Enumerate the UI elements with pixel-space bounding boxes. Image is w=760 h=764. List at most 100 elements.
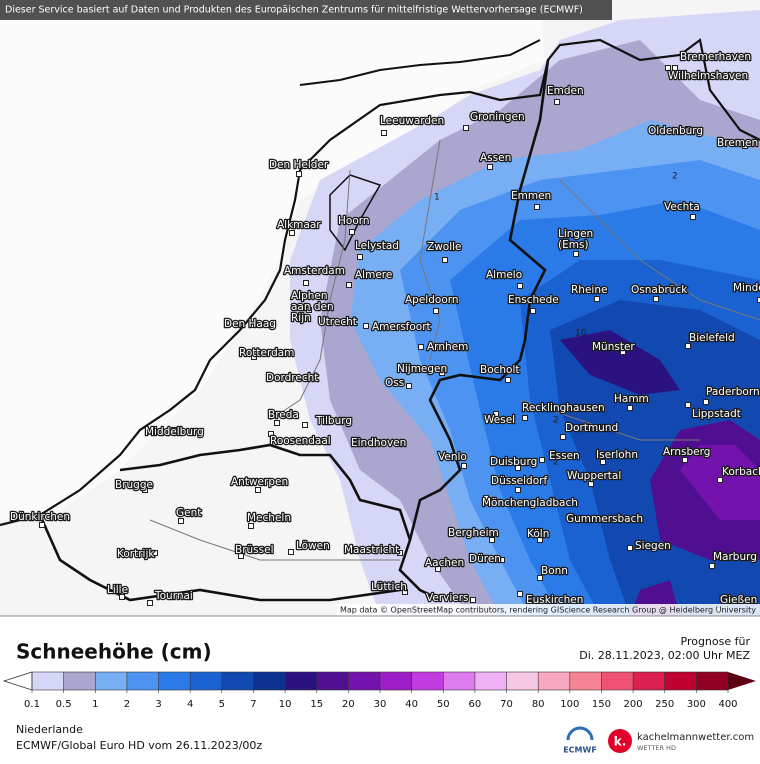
city-label: Lelystad bbox=[355, 240, 399, 252]
city-marker bbox=[540, 458, 545, 463]
legend-swatch bbox=[222, 672, 254, 690]
city-label: Bergheim bbox=[448, 527, 499, 539]
legend-title: Schneehöhe (cm) bbox=[16, 640, 212, 664]
city-label: Dortmund bbox=[565, 422, 618, 434]
city-label: Brugge bbox=[115, 479, 153, 491]
city-marker bbox=[297, 172, 302, 177]
city-label: Dordrecht bbox=[266, 372, 318, 384]
city-label: Alkmaar bbox=[277, 219, 321, 231]
legend-swatch bbox=[64, 672, 96, 690]
city-label: Paderborn bbox=[706, 386, 760, 398]
city-marker bbox=[531, 309, 536, 314]
city-label: Löwen bbox=[296, 540, 330, 552]
city-marker bbox=[718, 478, 723, 483]
city-label: Amersfoort bbox=[372, 321, 431, 333]
city-marker bbox=[683, 458, 688, 463]
city-marker bbox=[407, 384, 412, 389]
legend-swatch bbox=[696, 672, 728, 690]
city-marker bbox=[303, 423, 308, 428]
city-marker bbox=[628, 546, 633, 551]
legend-tick-label: 80 bbox=[532, 699, 545, 710]
city-label: Dünkirchen bbox=[10, 511, 70, 523]
legend-tick-label: 0.1 bbox=[24, 699, 40, 710]
city-label: Gent bbox=[176, 507, 201, 519]
city-label: Oss bbox=[385, 377, 404, 389]
city-label: Leeuwarden bbox=[380, 115, 444, 127]
city-label: Utrecht bbox=[318, 316, 357, 328]
city-label: Roosendaal bbox=[270, 435, 331, 447]
model-run: ECMWF/Global Euro HD vom 26.11.2023/00z bbox=[16, 739, 262, 752]
legend-tick-label: 30 bbox=[374, 699, 387, 710]
legend-swatch bbox=[285, 672, 317, 690]
legend-tick-label: 7 bbox=[250, 699, 256, 710]
legend-swatch bbox=[601, 672, 633, 690]
city-label: Verviers bbox=[426, 592, 469, 604]
city-label: Iserlohn bbox=[596, 449, 638, 461]
city-marker bbox=[464, 126, 469, 131]
legend-swatch bbox=[475, 672, 507, 690]
city-label: Wuppertal bbox=[567, 470, 621, 482]
legend-tick-label: 20 bbox=[342, 699, 355, 710]
legend-swatch bbox=[190, 672, 222, 690]
city-label: Oldenburg bbox=[648, 125, 703, 137]
city-label: Enschede bbox=[508, 294, 559, 306]
city-marker bbox=[419, 345, 424, 350]
city-marker bbox=[358, 255, 363, 260]
city-label-line: Rijn bbox=[291, 312, 311, 324]
city-marker bbox=[304, 281, 309, 286]
city-label: Amsterdam bbox=[284, 265, 345, 277]
city-marker bbox=[443, 258, 448, 263]
city-label: Düren bbox=[469, 553, 501, 565]
city-marker bbox=[589, 482, 594, 487]
city-label: Bielefeld bbox=[689, 332, 735, 344]
city-label: Almelo bbox=[486, 269, 522, 281]
city-marker bbox=[535, 205, 540, 210]
ecmwf-text: ECMWF bbox=[563, 746, 597, 755]
city-label: Hoorn bbox=[338, 215, 370, 227]
city-marker bbox=[40, 523, 45, 528]
legend-tick-label: 300 bbox=[687, 699, 706, 710]
city-label: Münster bbox=[592, 341, 635, 353]
region: Niederlande bbox=[16, 723, 83, 736]
city-label: Hamm bbox=[614, 393, 649, 405]
city-marker bbox=[249, 524, 254, 529]
city-label: Den Haag bbox=[224, 318, 276, 330]
city-label: Middelburg bbox=[145, 426, 204, 438]
city-marker bbox=[471, 598, 476, 603]
city-marker bbox=[595, 297, 600, 302]
legend-below bbox=[4, 672, 32, 690]
city-marker bbox=[523, 416, 528, 421]
city-label: Bremen bbox=[717, 137, 758, 149]
city-label: Arnsberg bbox=[663, 446, 710, 458]
legend-tick-label: 4 bbox=[187, 699, 193, 710]
city-marker bbox=[704, 400, 709, 405]
city-label: Vechta bbox=[664, 201, 700, 213]
city-marker bbox=[518, 284, 523, 289]
city-marker bbox=[555, 100, 560, 105]
city-label: Gummersbach bbox=[566, 513, 643, 525]
city-marker bbox=[290, 231, 295, 236]
city-marker bbox=[364, 324, 369, 329]
legend-tick-label: 40 bbox=[405, 699, 418, 710]
legend-swatch bbox=[443, 672, 475, 690]
city-label: Emmen bbox=[511, 190, 551, 202]
city-label: Tournai bbox=[154, 590, 193, 602]
legend-swatch bbox=[95, 672, 127, 690]
city-label: Lille bbox=[107, 584, 128, 596]
legend-tick-label: 10 bbox=[279, 699, 292, 710]
legend-swatch bbox=[127, 672, 159, 690]
city-label: Brüssel bbox=[235, 544, 274, 556]
city-label-line: (Ems) bbox=[558, 239, 589, 251]
city-marker bbox=[382, 131, 387, 136]
legend-swatch bbox=[507, 672, 539, 690]
city-label: Lüttich bbox=[371, 581, 407, 593]
city-marker bbox=[256, 488, 261, 493]
city-label: Wilhelmshaven bbox=[668, 70, 748, 82]
legend-swatch bbox=[253, 672, 285, 690]
city-label: Arnhem bbox=[427, 341, 468, 353]
city-label: Eindhoven bbox=[351, 437, 406, 449]
legend-swatch bbox=[159, 672, 191, 690]
brand-sub: WETTER HD bbox=[637, 744, 676, 752]
